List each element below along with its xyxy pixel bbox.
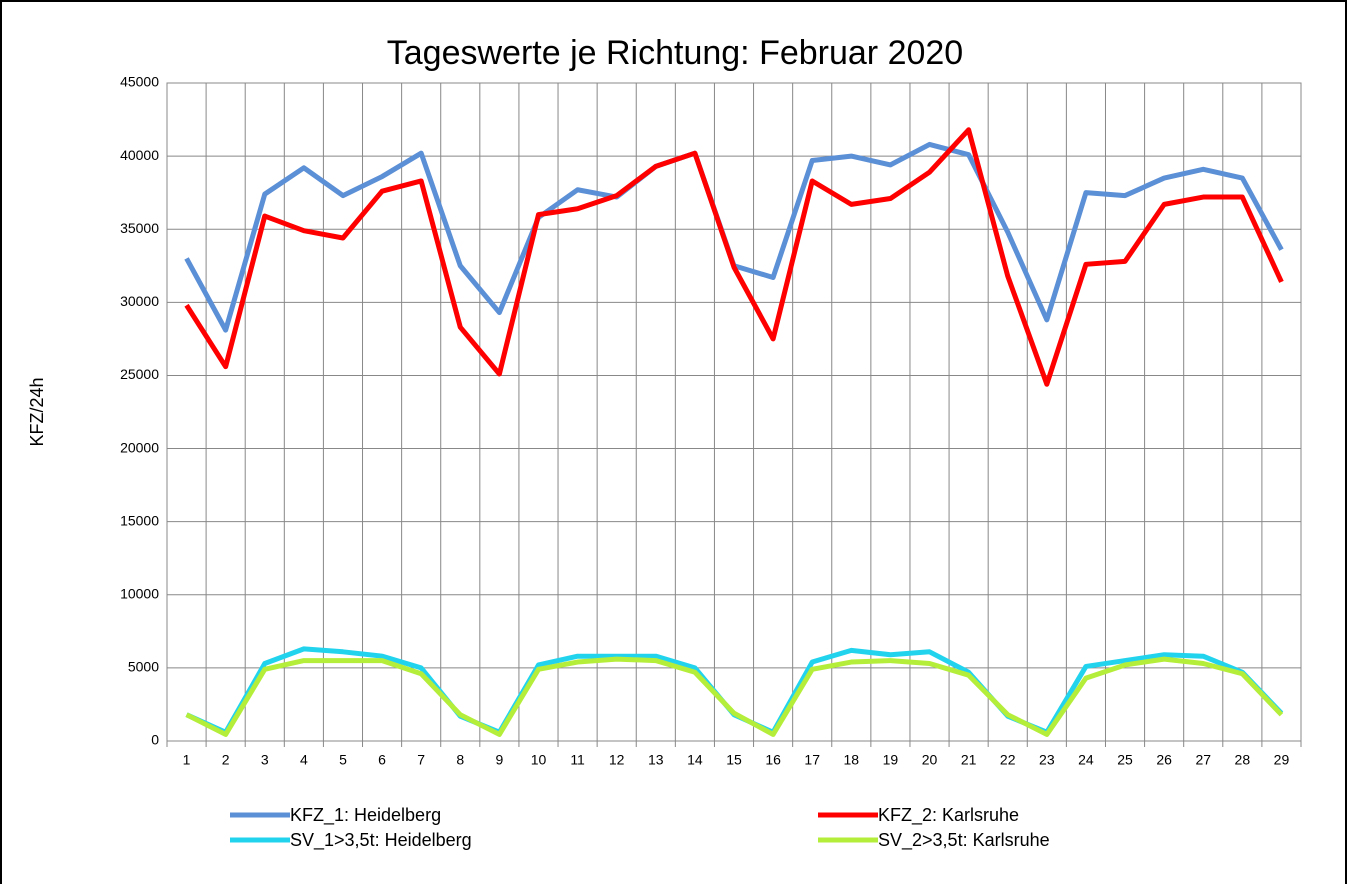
x-tick-label: 10 [531,752,547,768]
x-tick-label: 20 [922,752,938,768]
x-tick-label: 26 [1156,752,1172,768]
chart-title: Tageswerte je Richtung: Februar 2020 [387,34,963,72]
y-tick-label: 35000 [120,220,159,236]
y-tick-label: 45000 [120,74,159,90]
x-tick-label: 15 [726,752,742,768]
legend-label: KFZ_1: Heidelberg [290,805,441,826]
x-tick-label: 16 [765,752,781,768]
x-tick-label: 18 [844,752,860,768]
x-tick-label: 5 [339,752,347,768]
x-tick-label: 24 [1078,752,1094,768]
x-tick-label: 23 [1039,752,1055,768]
series-line [184,127,1284,387]
y-tick-label: 15000 [120,512,159,528]
y-tick-label: 30000 [120,293,159,309]
x-tick-label: 29 [1274,752,1290,768]
x-tick-label: 7 [417,752,425,768]
x-tick-label: 8 [456,752,464,768]
x-tick-label: 14 [687,752,703,768]
x-tick-label: 13 [648,752,664,768]
x-tick-label: 25 [1117,752,1133,768]
y-tick-label: 20000 [120,439,159,455]
y-tick-label: 40000 [120,147,159,163]
y-axis-label: KFZ/24h [27,377,47,446]
plot-area [166,82,1302,742]
legend-label: SV_1>3,5t: Heidelberg [290,830,472,851]
y-tick-label: 25000 [120,366,159,382]
x-tick-label: 28 [1235,752,1251,768]
x-tick-label: 17 [804,752,820,768]
y-tick-label: 5000 [128,659,159,675]
y-tick-label: 10000 [120,585,159,601]
x-tick-label: 22 [1000,752,1016,768]
x-tick-label: 6 [378,752,386,768]
legend-label: SV_2>3,5t: Karlsruhe [878,830,1050,851]
series-line [185,656,1284,737]
x-tick-label: 27 [1195,752,1211,768]
legend-label: KFZ_2: Karlsruhe [878,805,1019,826]
x-tick-label: 12 [609,752,625,768]
x-tick-label: 9 [495,752,503,768]
x-tick-label: 3 [261,752,269,768]
x-tick-label: 2 [222,752,230,768]
y-tick-label: 0 [151,732,159,748]
x-tick-label: 11 [570,752,585,768]
x-tick-label: 21 [961,752,977,768]
x-tick-label: 1 [183,752,191,768]
x-tick-label: 4 [300,752,308,768]
x-tick-label: 19 [883,752,899,768]
